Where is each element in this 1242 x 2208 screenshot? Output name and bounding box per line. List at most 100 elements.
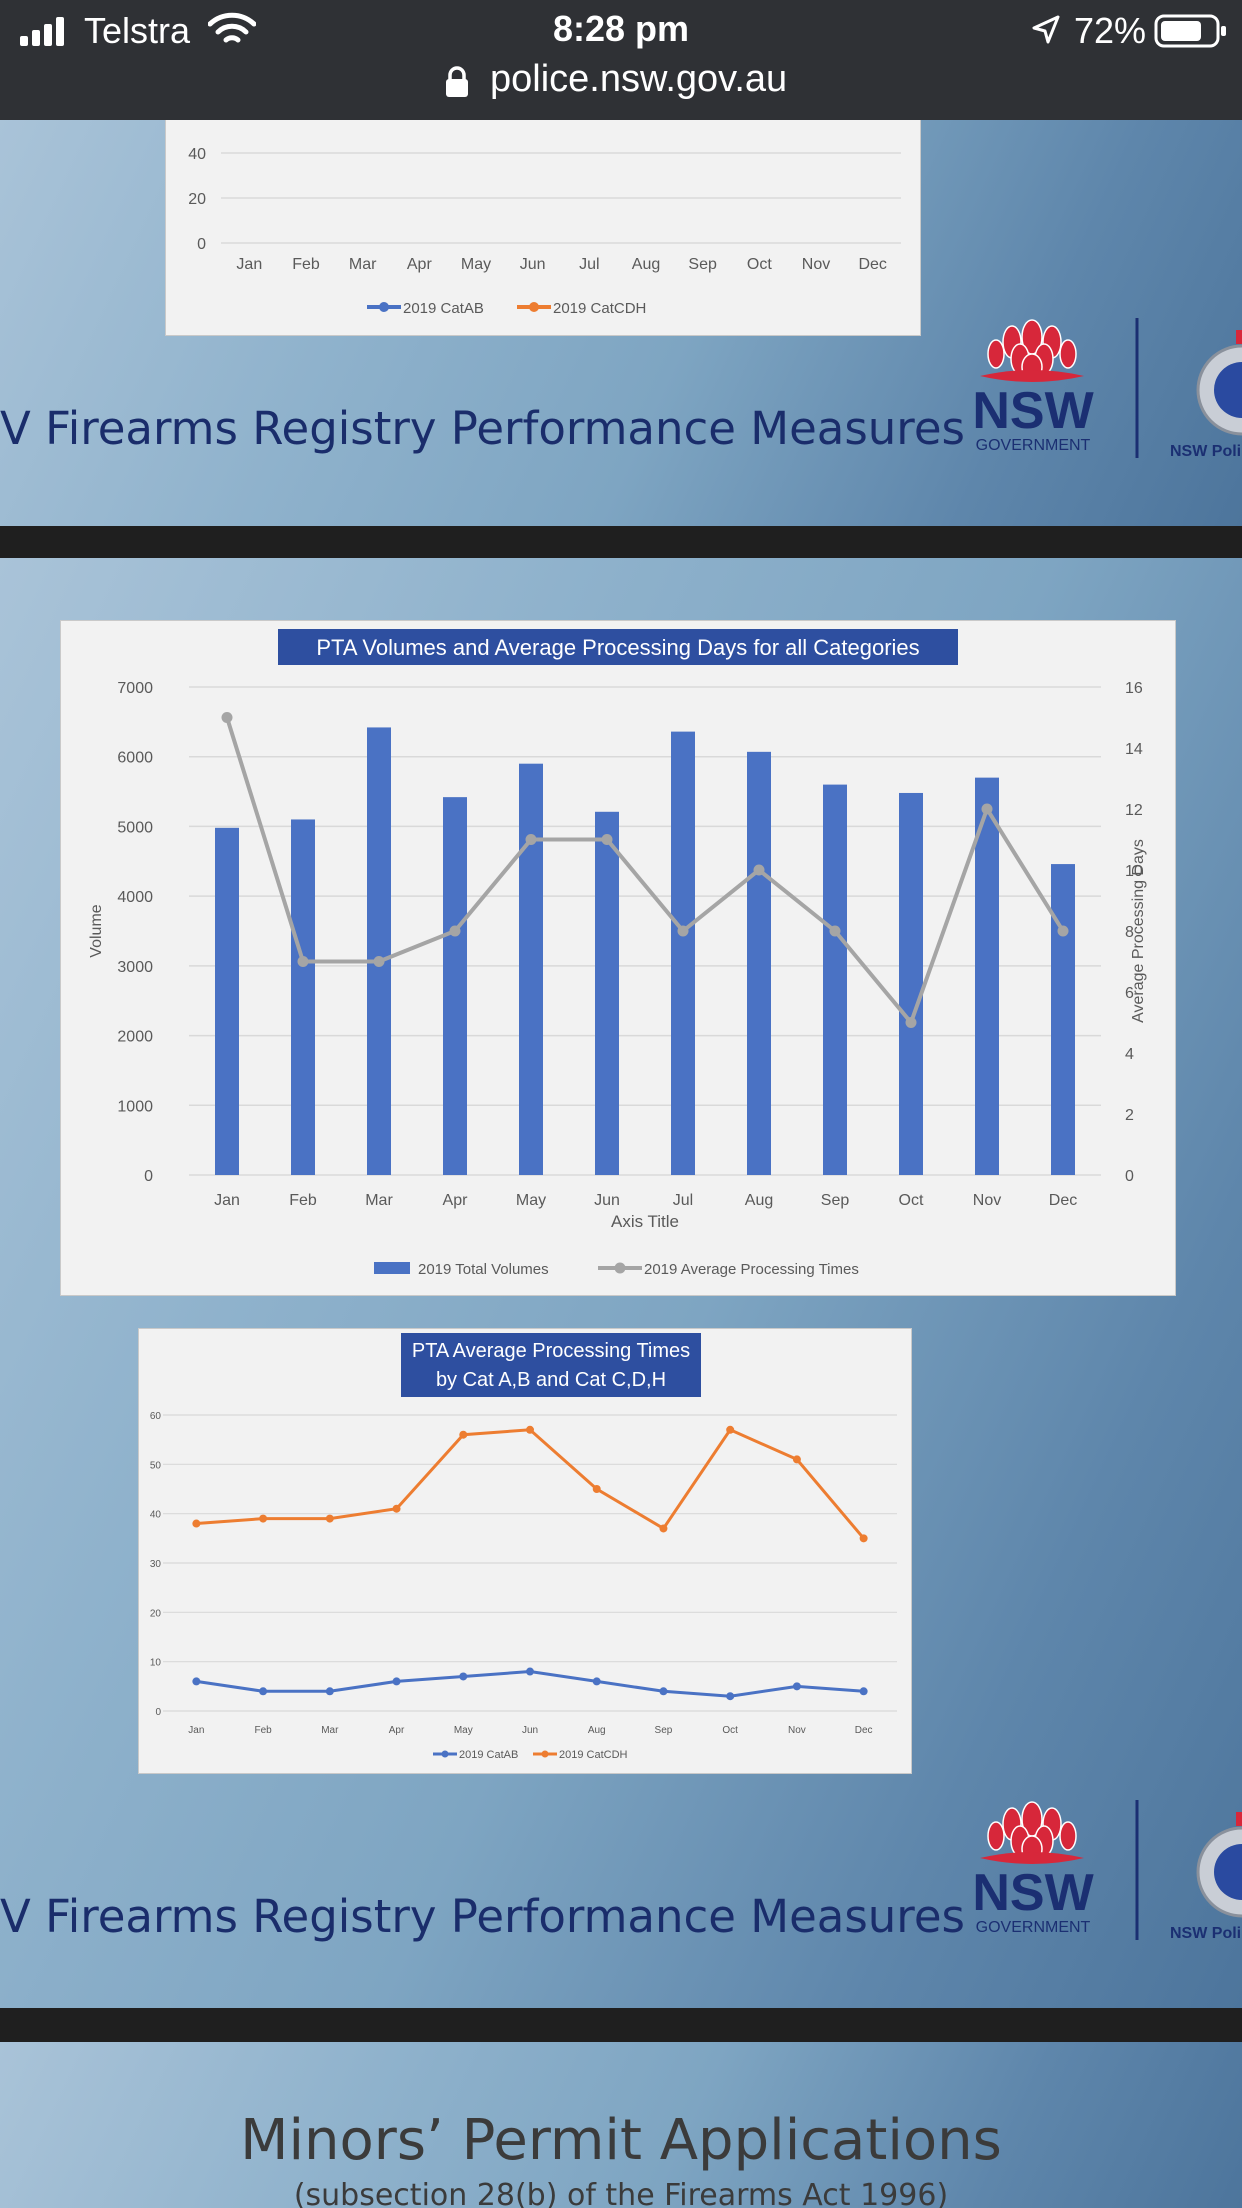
legend-marker [529,302,539,312]
line-point [526,1667,534,1676]
police-badge-core [1214,362,1242,418]
line-series-avg-processing [225,716,1065,1027]
y-tick-label: 1000 [117,1098,153,1115]
line-point [259,1514,268,1523]
legend-label: 2019 CatCDH [553,300,646,317]
legend-label: 2019 CatCDH [559,1749,628,1761]
x-tick-label: Mar [365,1192,393,1209]
line-point [792,1455,801,1464]
logo-government-text: GOVERNMENT [976,1919,1091,1936]
y2-tick-label: 12 [1125,802,1143,819]
line-point [726,1692,735,1701]
clock: 8:28 pm [552,8,690,49]
line-point [459,1430,468,1439]
y-tick-label: 7000 [117,680,153,697]
y-tick-label: 2000 [117,1029,153,1046]
y2-tick-label: 16 [1125,680,1143,697]
legend-marker [541,1750,549,1758]
x-tick-label: Feb [254,1725,272,1736]
chart-title: PTA Average Processing Times [412,1340,690,1362]
line-point [792,1682,801,1691]
bar [899,792,923,1175]
legend-marker [614,1262,626,1274]
y-tick-label: 6000 [117,750,153,767]
lock-icon [446,66,468,97]
x-tick-label: Apr [443,1192,469,1209]
x-tick-label: Nov [788,1725,806,1736]
x-tick-label: Sep [655,1725,673,1736]
bar [595,811,619,1175]
line-point [981,803,993,815]
pta-volumes-chart: PTA Volumes and Average Processing Days … [88,629,1147,1278]
legend-label: 2019 CatAB [459,1749,518,1761]
legend-label: 2019 Average Processing Times [644,1261,859,1278]
x-tick-label: Aug [632,256,660,273]
x-tick-label: Jan [236,256,262,273]
x-tick-label: Mar [321,1725,339,1736]
y2-tick-label: 10 [1125,863,1143,880]
y2-tick-label: 4 [1125,1046,1134,1063]
x-tick-label: Aug [588,1725,606,1736]
x-tick-label: Jan [214,1192,240,1209]
y2-tick-label: 2 [1125,1107,1134,1124]
line-point [592,1677,601,1686]
line-point [677,925,689,937]
line-point [905,1017,917,1028]
line-point [392,1677,401,1686]
x-tick-label: May [461,256,491,273]
y-tick-label: 5000 [117,819,153,836]
line-point [659,1524,668,1533]
x-tick-label: Oct [899,1192,924,1209]
x-tick-label: Jun [520,256,546,273]
bar [747,751,771,1175]
battery-percent: 72% [1074,10,1147,51]
slide-title: V Firearms Registry Performance Measures [0,402,965,455]
line-point [449,925,461,937]
x-tick-label: May [454,1725,473,1736]
y-tick-label: 30 [150,1559,162,1570]
x-tick-label: Apr [389,1725,405,1736]
y2-tick-label: 14 [1125,741,1143,758]
y-tick-label: 60 [150,1411,162,1422]
logo-government-text: GOVERNMENT [976,437,1091,454]
x-tick-label: May [516,1192,546,1209]
bar [291,819,315,1175]
x-tick-label: Mar [349,256,377,273]
x-tick-label: Feb [289,1192,317,1209]
x-tick-label: Nov [973,1192,1001,1209]
y2-tick-label: 6 [1125,985,1134,1002]
slide-title: V Firearms Registry Performance Measures [0,1890,965,1943]
x-tick-label: Feb [292,256,320,273]
line-point [726,1425,735,1434]
police-badge-core [1214,1844,1242,1900]
wifi-icon [208,12,256,43]
legend-marker [379,302,389,312]
line-point [392,1504,401,1513]
x-tick-label: Jul [579,256,599,273]
line-point [753,864,765,876]
line-point [592,1485,601,1493]
carrier-label: Telstra [84,10,191,51]
location-arrow-icon [1032,15,1060,44]
top-partial-chart: 0 20 40 Jan Feb Mar Apr May Jun Jul Aug Sep Oct Nov De… [188,146,901,317]
status-bar: Telstra 8:28 pm 72% police.nsw.gov.au [0,0,1242,120]
y2-axis-title: Average Processing Days [1130,839,1147,1023]
slide-2: PTA Volumes and Average Processing Days … [0,558,1242,2008]
url-bar[interactable]: police.nsw.gov.au [490,58,788,100]
x-tick-label: Sep [688,256,717,273]
legend-swatch [374,1262,410,1274]
waratah-base [980,370,1084,382]
minors-subtitle: (subsection 28(b) of the Firearms Act 19… [293,2178,949,2208]
y-tick-label: 0 [144,1168,153,1185]
y-axis-title: Volume [88,904,105,957]
x-tick-label: Jan [188,1725,204,1736]
legend-label: 2019 CatAB [403,300,484,317]
line-point [325,1687,334,1696]
line-point [659,1687,668,1696]
logo-police-text: NSW Poli [1170,443,1241,460]
chart-title: PTA Volumes and Average Processing Days … [316,635,919,660]
slide-separator [0,526,1242,558]
slide-3: Minors’ Permit Applications (subsection … [0,2042,1242,2208]
battery-icon [1154,14,1226,48]
chart-panel-volumes: PTA Volumes and Average Processing Days … [60,620,1176,1296]
